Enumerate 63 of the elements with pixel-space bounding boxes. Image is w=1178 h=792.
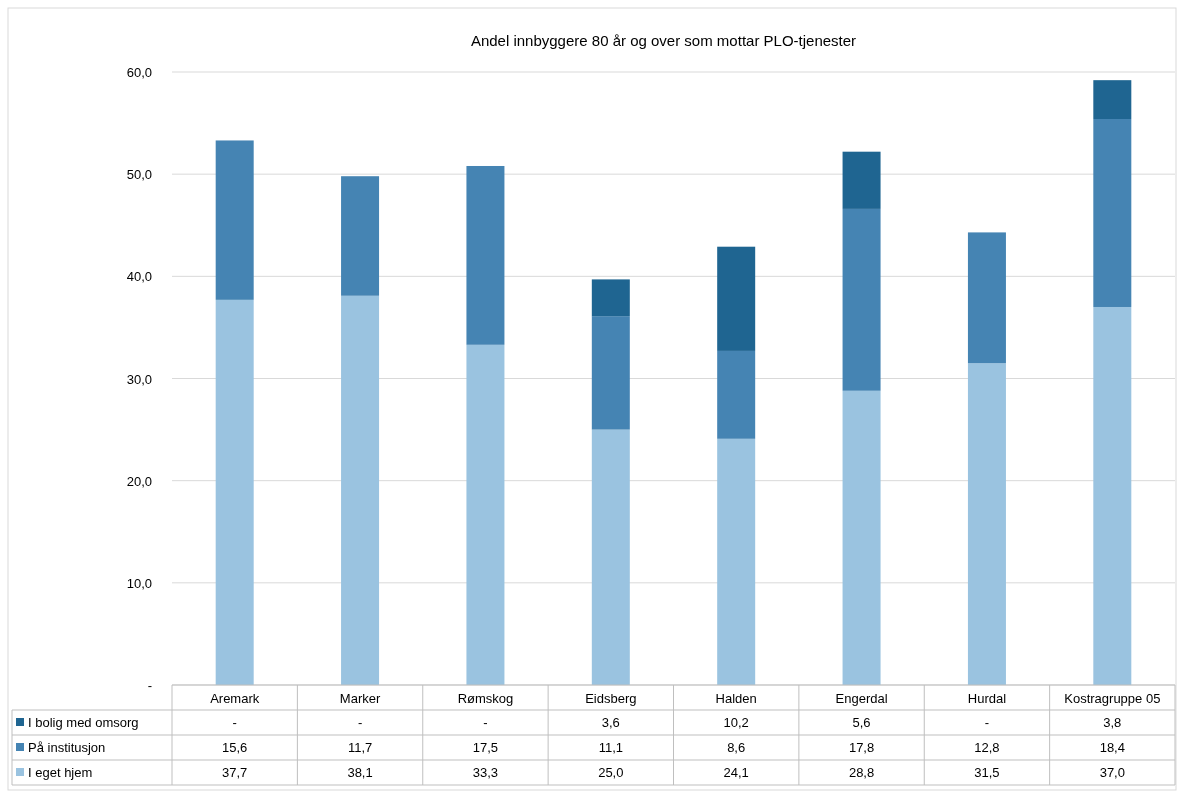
x-tick-label: Hurdal xyxy=(967,691,1007,706)
text: - xyxy=(357,715,363,730)
legend-label: I eget hjem xyxy=(28,765,93,780)
y-tick-label: 10,0 xyxy=(126,575,152,591)
data-label: 3,6 xyxy=(601,715,620,730)
bar xyxy=(842,390,881,685)
data-label: 12,8 xyxy=(974,740,1000,755)
y-tick-label: - xyxy=(147,678,152,693)
bar xyxy=(1093,119,1132,307)
legend-label: I bolig med omsorg xyxy=(28,715,139,730)
x-tick-label: Marker xyxy=(339,691,381,706)
bar xyxy=(967,363,1006,685)
data-label: 11,1 xyxy=(598,740,623,755)
legend-label: På institusjon xyxy=(28,740,106,755)
x-tick-label: Eidsberg xyxy=(585,691,637,706)
data-label: 37,7 xyxy=(222,765,248,780)
bar xyxy=(1093,306,1132,685)
bar xyxy=(466,165,505,345)
bar xyxy=(1093,80,1132,119)
y-tick-label: 60,0 xyxy=(126,65,152,80)
bar xyxy=(717,246,756,351)
bar xyxy=(341,176,380,296)
data-label: 17,8 xyxy=(848,740,875,755)
text: - xyxy=(232,715,237,730)
chart-title: Andel innbyggere 80 år og over som mottar PLO-tjenester xyxy=(470,32,857,49)
data-label: 15,6 xyxy=(222,740,248,755)
text: - xyxy=(483,715,488,730)
data-label: 11,7 xyxy=(347,740,373,755)
data-label: 33,3 xyxy=(472,765,499,780)
data-label: 38,1 xyxy=(347,765,373,780)
data-label: 17,5 xyxy=(472,740,499,755)
bar xyxy=(591,429,630,685)
data-label: 5,6 xyxy=(852,715,871,730)
x-tick-label: Aremark xyxy=(210,691,260,706)
bar xyxy=(341,295,380,685)
bar xyxy=(967,232,1006,364)
data-label: 10,2 xyxy=(723,715,749,730)
bar xyxy=(215,299,254,685)
x-tick-label: Engerdal xyxy=(835,691,888,706)
data-label: 18,4 xyxy=(1099,740,1125,755)
y-tick-label: 20,0 xyxy=(126,473,152,489)
bar xyxy=(215,140,254,300)
data-label: 31,5 xyxy=(974,765,1000,780)
y-tick-label: 40,0 xyxy=(126,269,152,285)
x-tick-label: Kostragruppe 05 xyxy=(1064,691,1161,706)
y-tick-label: 50,0 xyxy=(126,167,152,183)
bar xyxy=(591,279,630,317)
y-tick-label: 30,0 xyxy=(126,371,152,387)
data-label: 28,8 xyxy=(848,765,875,780)
data-label: 37,0 xyxy=(1099,765,1125,780)
data-label: 25,0 xyxy=(598,765,624,780)
data-label: 3,8 xyxy=(1103,715,1122,730)
bar xyxy=(842,208,881,391)
data-label: 8,6 xyxy=(727,740,746,755)
bar xyxy=(591,316,630,430)
bar xyxy=(842,151,881,209)
bar xyxy=(466,344,505,685)
bar xyxy=(717,438,756,685)
data-label: 24,1 xyxy=(723,765,749,780)
bar xyxy=(717,350,756,439)
text: - xyxy=(984,715,990,730)
x-tick-label: Rømskog xyxy=(457,691,514,706)
x-tick-label: Halden xyxy=(715,691,757,706)
